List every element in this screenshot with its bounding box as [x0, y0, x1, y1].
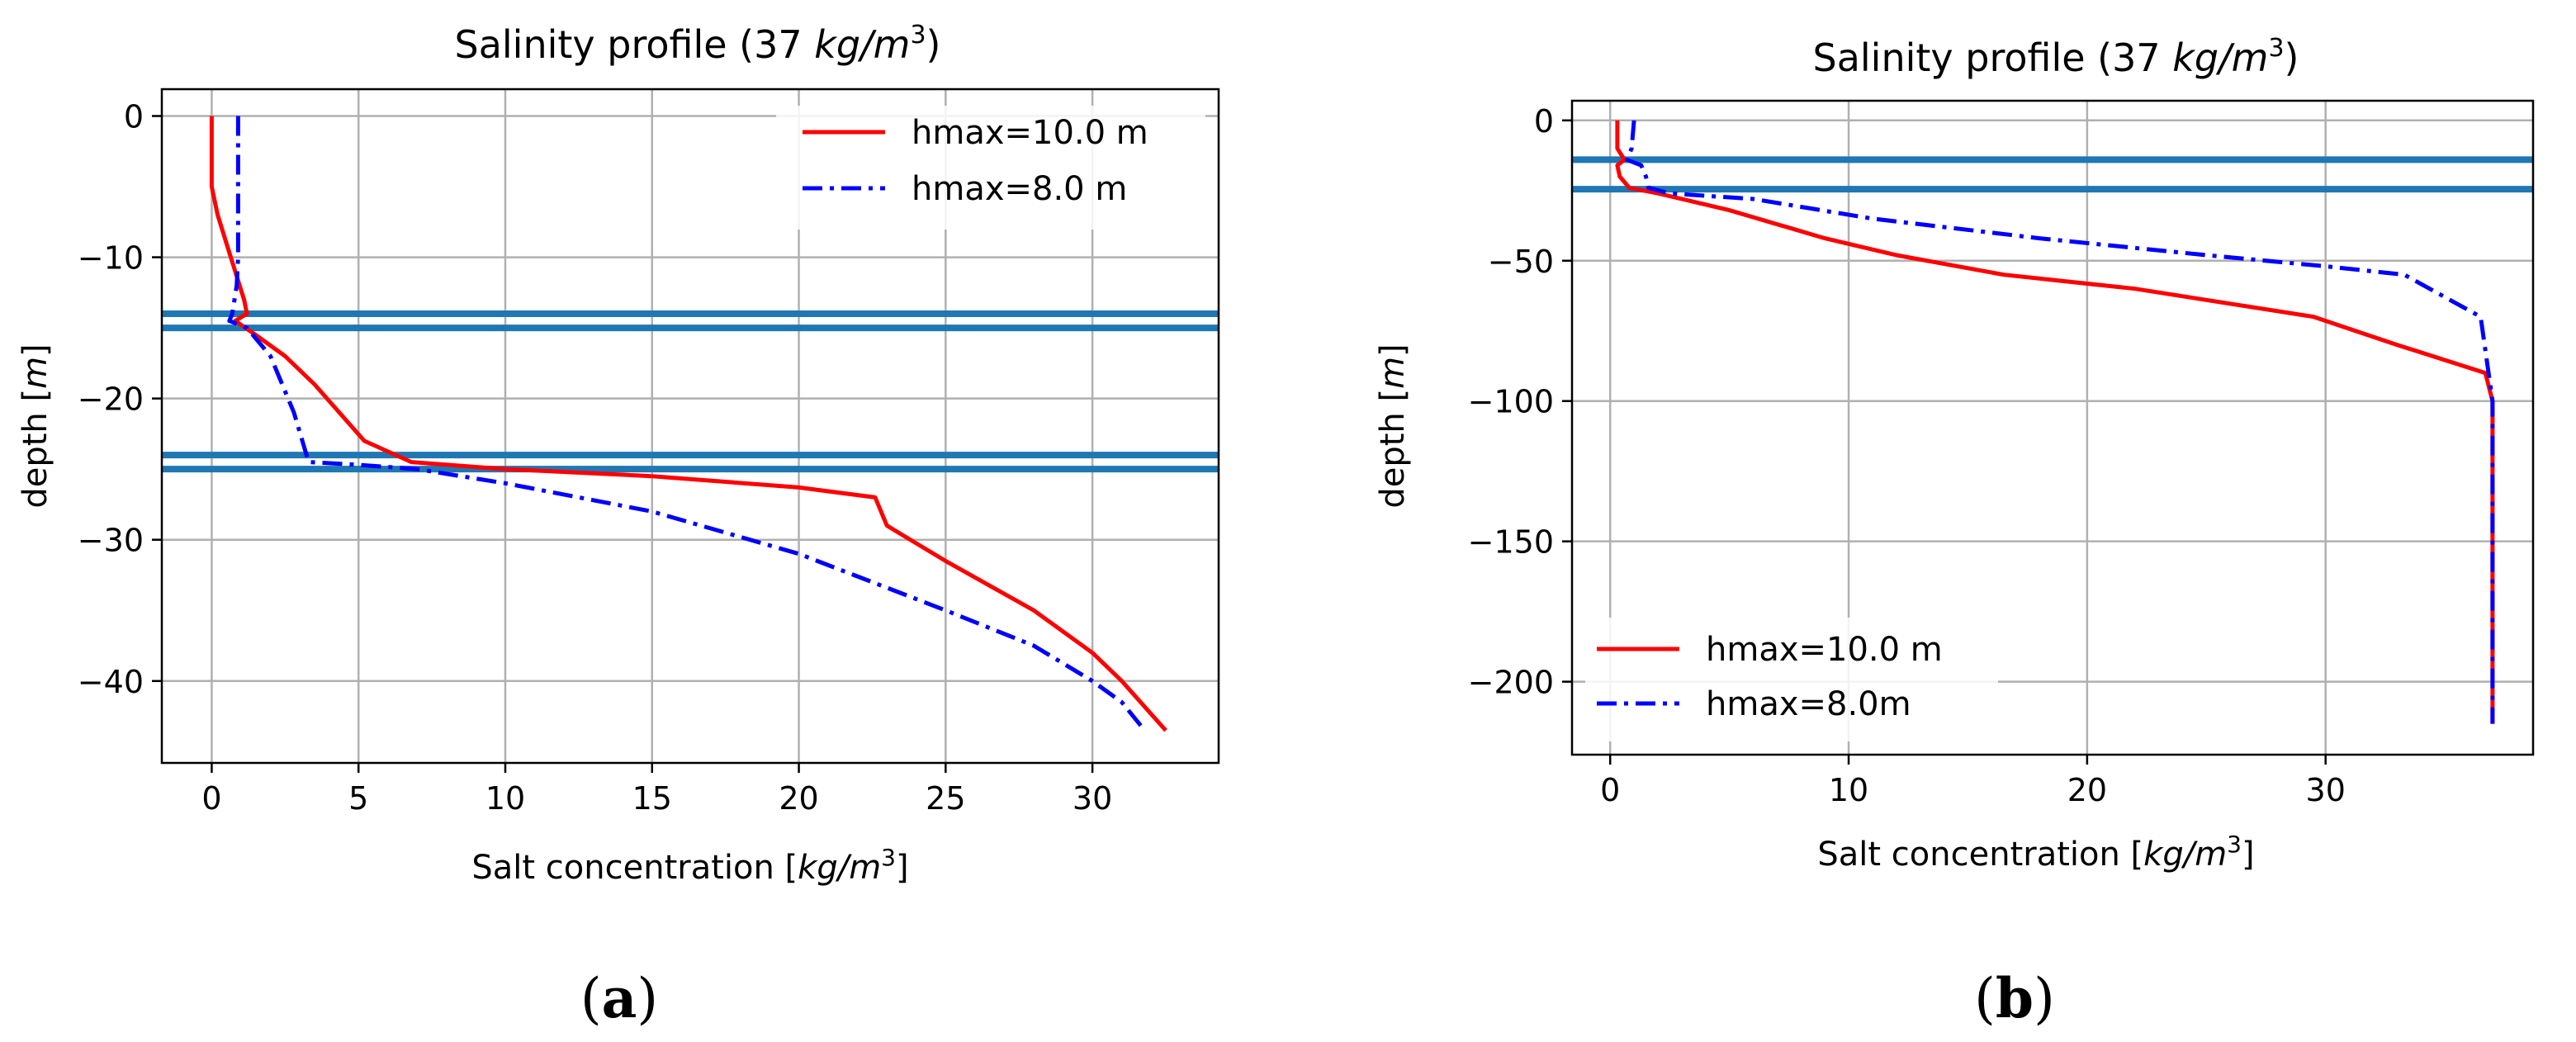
ticks-b: 0 10 20 30 0 −50 −100 −150 −200: [1468, 103, 2346, 808]
legend-a: hmax=10.0 m hmax=8.0 m: [776, 106, 1205, 230]
legend-box-a: [776, 106, 1205, 230]
chart-title-a: Salinity profile (37 kg/m3): [455, 21, 941, 67]
x-tick-label-a-0: 0: [201, 780, 221, 817]
legend-label-a-1: hmax=10.0 m: [912, 114, 1148, 152]
x-tick-label-b-2: 20: [2067, 772, 2107, 808]
x-axis-label-a: Salt concentration [kg/m3]: [471, 844, 908, 887]
x-axis-label-b: Salt concentration [kg/m3]: [1817, 831, 2254, 874]
x-tick-label-a-3: 15: [632, 780, 672, 817]
chart-panel-a: Salinity profile (37 kg/m3) 0 5 10 15 20 25 30…: [17, 21, 1220, 1030]
x-tick-label-b-3: 30: [2306, 772, 2346, 808]
plot-frame-a: [160, 88, 1220, 765]
x-tick-label-a-6: 30: [1073, 780, 1112, 817]
caption-a: (a): [580, 966, 658, 1030]
series-line-a-1: [209, 116, 1167, 732]
series-line-b-2: [1624, 120, 2495, 724]
y-tick-label-a-0: 0: [124, 99, 144, 135]
y-axis-label-a: depth [m]: [17, 343, 54, 508]
series-line-a-2: [227, 116, 1144, 729]
x-tick-label-a-2: 10: [485, 780, 525, 817]
y-tick-label-b-4: −200: [1468, 665, 1554, 701]
x-tick-label-b-1: 10: [1829, 772, 1868, 808]
plot-frame-b: [1570, 99, 2535, 756]
x-tick-label-a-4: 20: [779, 780, 818, 817]
y-tick-label-a-1: −10: [78, 240, 144, 277]
legend-box-b: [1585, 618, 1998, 741]
y-axis-label-b: depth [m]: [1374, 343, 1412, 508]
series-line-b-1: [1615, 120, 2495, 724]
legend-label-a-2: hmax=8.0 m: [912, 170, 1127, 208]
legend-label-b-1: hmax=10.0 m: [1706, 631, 1943, 669]
chart-title-b: Salinity profile (37 kg/m3): [1813, 34, 2299, 80]
x-tick-label-a-5: 25: [926, 780, 965, 817]
series-layer-a: [209, 116, 1167, 732]
y-tick-label-a-3: −30: [78, 523, 144, 559]
series-layer-b: [1615, 120, 2495, 724]
y-tick-label-a-4: −40: [78, 664, 144, 700]
y-tick-label-a-2: −20: [78, 381, 144, 418]
x-tick-label-a-1: 5: [348, 780, 368, 817]
legend-label-b-2: hmax=8.0m: [1706, 685, 1911, 723]
y-tick-label-b-0: 0: [1534, 103, 1554, 140]
y-tick-label-b-2: −100: [1468, 384, 1554, 420]
y-tick-label-b-3: −150: [1468, 524, 1554, 561]
ticks-a: 0 5 10 15 20 25 30 0 −10 −20 −30 −40: [78, 99, 1112, 817]
legend-b: hmax=10.0 m hmax=8.0m: [1585, 618, 1998, 741]
chart-panel-b: Salinity profile (37 kg/m3) 0 10 20 30 0 −50 −…: [1374, 34, 2535, 1030]
x-tick-label-b-0: 0: [1600, 772, 1620, 808]
grid-b: [1572, 101, 2533, 755]
layer-lines-b: [1572, 156, 2533, 193]
caption-b: (b): [1974, 966, 2055, 1030]
y-tick-label-b-1: −50: [1488, 244, 1554, 280]
layer-lines-a: [162, 310, 1219, 473]
